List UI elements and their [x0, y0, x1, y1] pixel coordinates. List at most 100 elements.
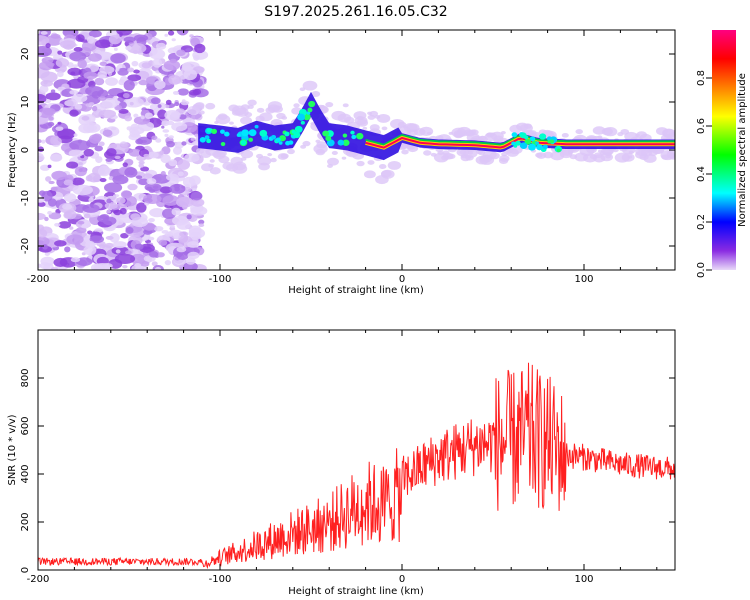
- spectrogram-halo-blob: [214, 120, 219, 125]
- spectrogram-noise-blob: [119, 212, 129, 219]
- colorbar-label: Normalized spectral amplitude: [737, 73, 748, 227]
- spectrogram-noise-blob: [138, 163, 144, 168]
- spectrogram-halo-blob: [327, 157, 339, 166]
- spectrogram-noise-blob: [45, 92, 61, 101]
- spectrogram-noise-blob: [160, 171, 166, 176]
- spectrogram-noise-blob: [48, 212, 62, 220]
- spectrogram-signal-blob: [285, 140, 291, 146]
- spectrogram-noise-blob: [149, 208, 165, 218]
- spectrogram-noise-blob: [88, 53, 102, 62]
- colorbar-tick-label: 0.2: [696, 214, 707, 230]
- spectrogram-signal-blob: [300, 120, 305, 125]
- spectrogram-noise-blob: [185, 48, 192, 52]
- spectrogram-noise-blob: [68, 149, 84, 157]
- spectrogram-noise-blob: [169, 224, 176, 228]
- spectrogram-signal-blob: [524, 138, 532, 145]
- spectrogram-halo-blob: [367, 160, 375, 165]
- spectrogram-halo-blob: [341, 156, 347, 160]
- spectrogram-noise-blob: [57, 128, 76, 140]
- spectrogram-halo-blob: [367, 111, 373, 115]
- spectrogram-halo-blob: [331, 150, 338, 156]
- spectrogram-noise-blob: [165, 231, 174, 237]
- spectrogram-noise-blob: [151, 135, 158, 141]
- spectrogram-noise-blob: [40, 31, 48, 35]
- spectrogram-halo-blob: [302, 80, 318, 91]
- spectrogram-noise-blob: [129, 253, 147, 265]
- spectrogram-ylabel: Frequency (Hz): [7, 112, 18, 188]
- spectrogram-signal-blob: [206, 138, 212, 144]
- spectrogram-xtick-label: 100: [574, 274, 593, 285]
- spectrogram-halo-blob: [209, 167, 221, 175]
- spectrogram-noise-blob: [160, 154, 171, 164]
- spectrogram-noise-blob: [98, 244, 106, 249]
- spectrogram-noise-blob: [194, 43, 206, 54]
- spectrogram-noise-blob: [85, 240, 96, 249]
- spectrogram-halo-blob: [376, 113, 391, 123]
- spectrogram-noise-blob: [38, 197, 45, 203]
- spectrogram-noise-blob: [192, 88, 202, 95]
- spectrogram-noise-blob: [112, 241, 127, 249]
- spectrogram-noise-blob: [90, 65, 97, 70]
- spectrogram-noise-blob: [119, 207, 127, 215]
- spectrogram-noise-blob: [38, 111, 42, 117]
- spectrogram-halo-blob: [277, 153, 288, 160]
- spectrogram-noise-blob: [45, 176, 52, 182]
- spectrogram-noise-blob: [151, 261, 158, 267]
- spectrogram-noise-blob: [105, 148, 117, 157]
- spectrogram-noise-blob: [57, 50, 63, 55]
- spectrogram-noise-blob: [57, 121, 62, 125]
- spectrogram-noise-blob: [106, 198, 112, 204]
- snr-series-line: [38, 362, 675, 570]
- spectrogram-noise-blob: [182, 176, 196, 188]
- spectrogram-noise-blob: [147, 151, 159, 159]
- spectrogram-noise-blob: [42, 244, 48, 250]
- spectrogram-halo-blob: [316, 141, 328, 149]
- spectrogram-noise-blob: [114, 253, 136, 265]
- spectrogram-halo-blob: [222, 162, 235, 170]
- spectrogram-noise-blob: [135, 175, 143, 180]
- spectrogram-noise-blob: [142, 101, 151, 106]
- spectrogram-noise-blob: [177, 88, 189, 96]
- spectrogram-noise-blob: [129, 126, 145, 135]
- spectrogram-signal-blob: [539, 133, 547, 140]
- spectrogram-noise-blob: [57, 221, 72, 229]
- spectrogram-halo-blob: [493, 138, 500, 143]
- spectrogram-noise-blob: [171, 122, 188, 132]
- spectrogram-noise-blob: [183, 261, 198, 270]
- spectrogram-signal-blob: [211, 128, 218, 135]
- spectrogram-xlabel: Height of straight line (km): [288, 285, 424, 296]
- spectrogram-signal-blob: [308, 100, 316, 108]
- spectrogram-noise-blob: [39, 262, 51, 270]
- spectrogram-signal-blob: [254, 124, 259, 129]
- spectrogram-signal-blob: [293, 131, 301, 139]
- spectrogram-noise-blob: [163, 60, 181, 71]
- spectrogram-noise-blob: [63, 179, 74, 186]
- spectrogram-halo-blob: [362, 126, 368, 130]
- spectrogram-noise-blob: [115, 249, 121, 254]
- spectrogram-noise-blob: [178, 114, 187, 120]
- spectrogram-noise-blob: [75, 34, 85, 42]
- spectrogram-noise-blob: [187, 241, 200, 248]
- spectrogram-signal-blob: [556, 148, 561, 153]
- spectrogram-noise-blob: [127, 183, 138, 191]
- spectrogram-halo-blob: [561, 132, 569, 138]
- spectrogram-noise-blob: [198, 219, 205, 225]
- spectrogram-halo-blob: [401, 149, 409, 155]
- spectrogram-signal-blob: [297, 113, 306, 121]
- spectrogram-noise-blob: [82, 203, 100, 213]
- spectrogram-noise-blob: [133, 116, 150, 125]
- spectrogram-noise-blob: [125, 45, 132, 51]
- spectrogram-noise-blob: [83, 122, 101, 133]
- spectrogram-xtick-label: -100: [209, 274, 232, 285]
- spectrogram-signal-blob: [351, 134, 357, 140]
- spectrogram-noise-blob: [89, 235, 105, 244]
- spectrogram-noise-blob: [38, 201, 46, 207]
- spectrogram-signal-blob: [199, 137, 206, 143]
- colorbar: 0.0 0.2 0.4 0.6 0.8 Normalized spectral ampl…: [696, 30, 748, 278]
- spectrogram-noise-blob: [141, 261, 150, 267]
- spectrogram-noise-blob: [179, 231, 189, 237]
- spectrogram-noise-blob: [123, 97, 144, 108]
- spectrogram-halo-blob: [575, 129, 583, 135]
- spectrogram-signal-blob: [275, 137, 281, 143]
